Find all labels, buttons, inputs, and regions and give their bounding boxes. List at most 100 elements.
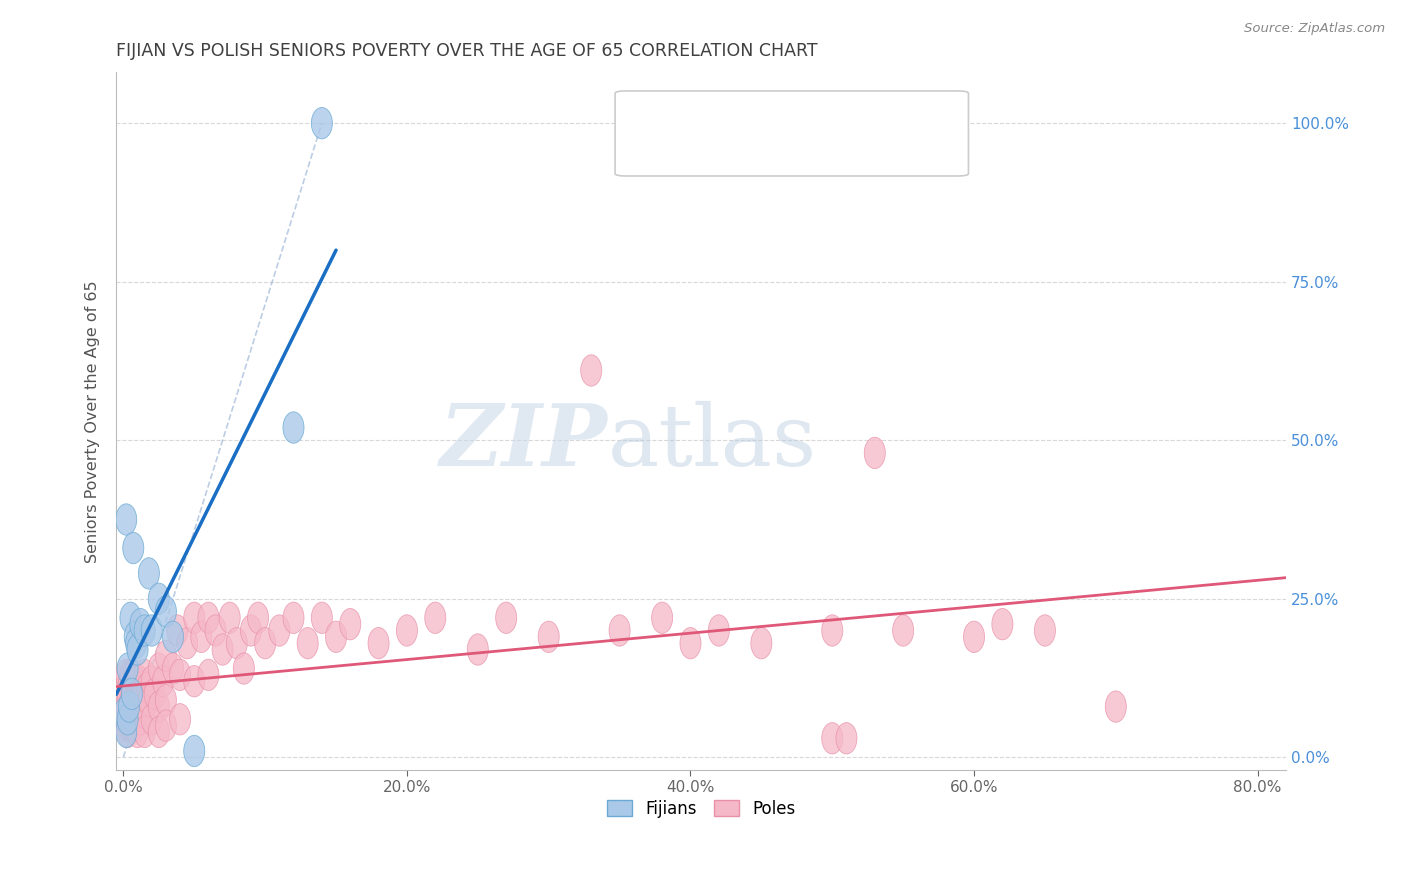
- Ellipse shape: [538, 621, 560, 653]
- Ellipse shape: [821, 615, 842, 646]
- Ellipse shape: [114, 665, 135, 697]
- Ellipse shape: [581, 355, 602, 386]
- Ellipse shape: [247, 602, 269, 633]
- Ellipse shape: [122, 684, 143, 716]
- Ellipse shape: [129, 608, 150, 640]
- Ellipse shape: [115, 691, 136, 723]
- Ellipse shape: [396, 615, 418, 646]
- Ellipse shape: [651, 602, 672, 633]
- Ellipse shape: [118, 691, 139, 723]
- Ellipse shape: [124, 691, 145, 723]
- Ellipse shape: [991, 608, 1012, 640]
- Ellipse shape: [115, 672, 136, 703]
- Ellipse shape: [127, 698, 148, 729]
- Ellipse shape: [114, 704, 135, 735]
- Ellipse shape: [117, 678, 138, 710]
- Ellipse shape: [751, 627, 772, 659]
- Ellipse shape: [148, 653, 169, 684]
- Ellipse shape: [118, 691, 139, 723]
- Ellipse shape: [117, 716, 138, 747]
- Ellipse shape: [121, 672, 142, 703]
- Ellipse shape: [1105, 691, 1126, 723]
- Legend: Fijians, Poles: Fijians, Poles: [600, 793, 801, 824]
- Ellipse shape: [425, 602, 446, 633]
- Ellipse shape: [609, 615, 630, 646]
- Ellipse shape: [283, 602, 304, 633]
- Ellipse shape: [114, 684, 135, 716]
- Ellipse shape: [297, 627, 318, 659]
- Text: Source: ZipAtlas.com: Source: ZipAtlas.com: [1244, 22, 1385, 36]
- Ellipse shape: [120, 602, 141, 633]
- Ellipse shape: [125, 704, 146, 735]
- Ellipse shape: [963, 621, 984, 653]
- Ellipse shape: [233, 653, 254, 684]
- Ellipse shape: [132, 678, 153, 710]
- Ellipse shape: [191, 621, 212, 653]
- Ellipse shape: [893, 615, 914, 646]
- Ellipse shape: [148, 691, 169, 723]
- Ellipse shape: [148, 716, 169, 747]
- Ellipse shape: [326, 621, 346, 653]
- Ellipse shape: [709, 615, 730, 646]
- Ellipse shape: [125, 684, 146, 716]
- Ellipse shape: [120, 659, 141, 690]
- Ellipse shape: [496, 602, 516, 633]
- Ellipse shape: [368, 627, 389, 659]
- Ellipse shape: [156, 710, 176, 741]
- Ellipse shape: [1035, 615, 1056, 646]
- Ellipse shape: [118, 665, 139, 697]
- Ellipse shape: [118, 710, 139, 741]
- Ellipse shape: [128, 665, 149, 697]
- Ellipse shape: [156, 640, 176, 672]
- Ellipse shape: [122, 704, 143, 735]
- Ellipse shape: [283, 412, 304, 443]
- Ellipse shape: [115, 659, 136, 690]
- Ellipse shape: [311, 602, 332, 633]
- Ellipse shape: [134, 615, 155, 646]
- Ellipse shape: [117, 653, 138, 684]
- Ellipse shape: [131, 691, 152, 723]
- Ellipse shape: [311, 107, 332, 139]
- Ellipse shape: [837, 723, 858, 754]
- Ellipse shape: [198, 602, 219, 633]
- Ellipse shape: [136, 672, 157, 703]
- Ellipse shape: [226, 627, 247, 659]
- Ellipse shape: [340, 608, 361, 640]
- Ellipse shape: [115, 710, 136, 741]
- Y-axis label: Seniors Poverty Over the Age of 65: Seniors Poverty Over the Age of 65: [86, 280, 100, 563]
- Ellipse shape: [127, 716, 148, 747]
- Ellipse shape: [115, 504, 136, 535]
- Ellipse shape: [156, 684, 176, 716]
- Ellipse shape: [120, 704, 141, 735]
- Ellipse shape: [138, 684, 159, 716]
- Ellipse shape: [114, 698, 135, 729]
- Ellipse shape: [205, 615, 226, 646]
- Ellipse shape: [184, 665, 205, 697]
- Ellipse shape: [121, 710, 142, 741]
- Ellipse shape: [254, 627, 276, 659]
- Ellipse shape: [170, 704, 191, 735]
- Ellipse shape: [120, 684, 141, 716]
- Ellipse shape: [127, 678, 148, 710]
- Ellipse shape: [121, 691, 142, 723]
- Ellipse shape: [138, 558, 159, 589]
- Ellipse shape: [152, 665, 173, 697]
- Ellipse shape: [141, 615, 162, 646]
- Ellipse shape: [865, 437, 886, 468]
- Ellipse shape: [129, 704, 150, 735]
- Text: atlas: atlas: [607, 401, 817, 483]
- Ellipse shape: [124, 665, 145, 697]
- Ellipse shape: [122, 659, 143, 690]
- Ellipse shape: [117, 704, 138, 735]
- Ellipse shape: [122, 533, 143, 564]
- Ellipse shape: [198, 659, 219, 690]
- Ellipse shape: [124, 710, 145, 741]
- Ellipse shape: [184, 735, 205, 766]
- Ellipse shape: [240, 615, 262, 646]
- Ellipse shape: [148, 583, 169, 615]
- Ellipse shape: [163, 653, 184, 684]
- Ellipse shape: [219, 602, 240, 633]
- Ellipse shape: [143, 678, 165, 710]
- Ellipse shape: [134, 716, 155, 747]
- Ellipse shape: [141, 704, 162, 735]
